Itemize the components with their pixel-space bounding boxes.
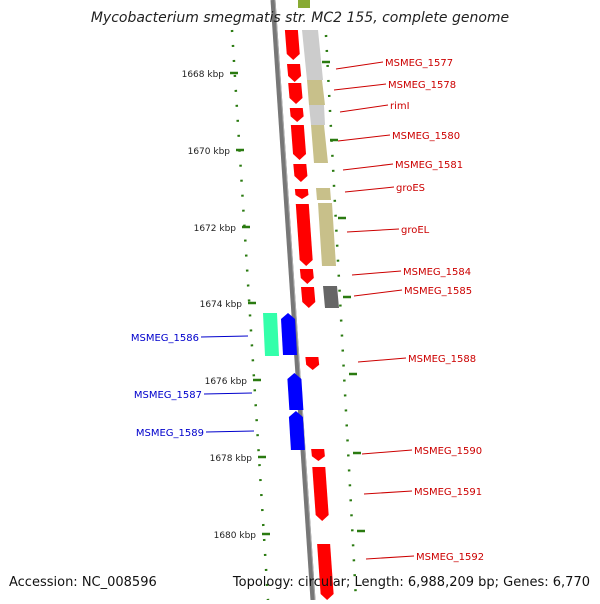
reverse-label-leader — [200, 335, 249, 338]
reverse-gene-arrow[interactable] — [281, 313, 297, 355]
forward-gene-label[interactable]: groEL — [401, 225, 430, 236]
reverse-label-leader — [203, 392, 253, 395]
genome-title: Mycobacterium smegmatis str. MC2 155, co… — [90, 10, 510, 26]
forward-genes — [284, 30, 334, 600]
reverse-gene-arrow[interactable] — [288, 411, 305, 450]
forward-label-leader — [361, 449, 413, 455]
forward-label-leader — [339, 104, 389, 113]
forward-gene-label[interactable]: MSMEG_1591 — [414, 487, 482, 498]
ruler-label: 1668 kbp — [182, 70, 225, 80]
forward-gene-label[interactable]: rimI — [390, 101, 410, 112]
forward-gene-arrow[interactable] — [287, 64, 302, 82]
genome-backbone — [270, 0, 316, 601]
forward-gene-label[interactable]: groES — [396, 183, 425, 194]
forward-gene-arrow[interactable] — [299, 269, 314, 284]
forward-gene-arrow[interactable] — [300, 287, 316, 308]
forward-gene-label[interactable]: MSMEG_1578 — [388, 80, 456, 91]
forward-gene-label[interactable]: MSMEG_1584 — [403, 267, 471, 278]
forward-gene-arrow[interactable] — [312, 467, 329, 521]
ruler-label: 1680 kbp — [214, 531, 257, 541]
forward-gene-label[interactable]: MSMEG_1585 — [404, 286, 472, 297]
forward-label-leader — [335, 61, 384, 70]
forward-gene-arrow[interactable] — [305, 357, 320, 370]
forward-gene-arrow[interactable] — [289, 108, 304, 122]
forward-gene-arrow[interactable] — [311, 449, 325, 461]
forward-labels: MSMEG_1577 MSMEG_1578 rimI MSMEG_1580 MSMEG_… — [333, 58, 484, 563]
ruler-dots-outer — [324, 34, 358, 601]
forward-gene-label[interactable]: MSMEG_1581 — [395, 160, 463, 171]
ruler-dots-inner — [230, 29, 270, 601]
forward-gene-arrow[interactable] — [295, 204, 313, 266]
outer-track-ticks — [322, 60, 365, 533]
reverse-label-leader — [205, 430, 255, 433]
forward-label-leader — [353, 289, 403, 297]
forward-label-leader — [333, 83, 387, 91]
reverse-gene-highlighted[interactable] — [263, 313, 279, 356]
forward-gene-label[interactable]: MSMEG_1592 — [416, 552, 484, 563]
forward-label-leader — [342, 163, 394, 171]
forward-gene-label[interactable]: MSMEG_1577 — [385, 58, 453, 69]
forward-label-leader — [363, 490, 413, 495]
reverse-gene-label[interactable]: MSMEG_1587 — [134, 390, 202, 401]
forward-gene-arrow[interactable] — [284, 30, 300, 60]
forward-gene-arrow[interactable] — [294, 189, 309, 199]
forward-label-leader — [344, 186, 395, 193]
ruler-label: 1674 kbp — [200, 300, 243, 310]
forward-label-leader — [351, 270, 402, 276]
forward-label-leader — [357, 357, 407, 363]
accession-text: Accession: NC_008596 — [9, 575, 157, 590]
forward-gene-arrow[interactable] — [290, 125, 307, 160]
forward-gene-label[interactable]: MSMEG_1590 — [414, 446, 482, 457]
reverse-gene-label[interactable]: MSMEG_1589 — [136, 428, 204, 439]
forward-label-leader — [337, 134, 391, 142]
forward-label-leader — [346, 228, 400, 233]
genome-summary-text: Topology: circular; Length: 6,988,209 bp… — [232, 575, 590, 590]
reverse-gene-arrow[interactable] — [287, 373, 304, 410]
ruler: 1668 kbp 1670 kbp 1672 kbp 1674 kbp 1676 kbp… — [182, 70, 270, 541]
reverse-labels: MSMEG_1586 MSMEG_1587 MSMEG_1589 — [131, 333, 255, 439]
forward-gene-arrow[interactable] — [317, 544, 334, 600]
feature-track — [298, 0, 339, 308]
ruler-label: 1678 kbp — [210, 454, 253, 464]
reverse-genes — [263, 313, 305, 450]
forward-gene-arrow[interactable] — [293, 164, 308, 182]
forward-label-leader — [365, 555, 415, 560]
forward-gene-label[interactable]: MSMEG_1580 — [392, 131, 460, 142]
reverse-gene-label[interactable]: MSMEG_1586 — [131, 333, 199, 344]
ruler-label: 1676 kbp — [205, 377, 248, 387]
forward-gene-label[interactable]: MSMEG_1588 — [408, 354, 476, 365]
ruler-label: 1672 kbp — [194, 224, 237, 234]
forward-gene-arrow[interactable] — [288, 83, 303, 104]
ruler-label: 1670 kbp — [188, 147, 231, 157]
